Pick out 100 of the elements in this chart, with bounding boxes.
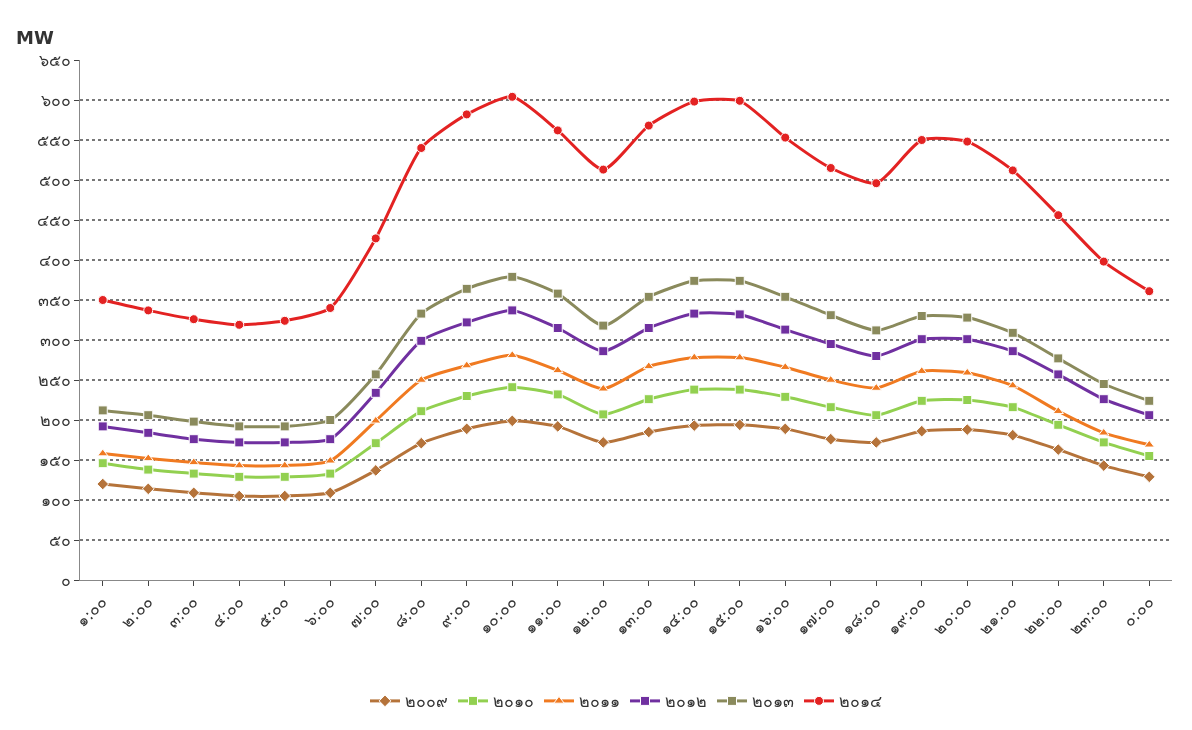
point [325, 415, 336, 425]
point [97, 448, 109, 457]
point [188, 457, 200, 466]
y-tick-label: ๐ [60, 570, 71, 590]
point [689, 96, 700, 107]
point [778, 422, 792, 436]
point [1144, 410, 1155, 421]
point [234, 437, 245, 448]
point [1098, 427, 1110, 436]
point [187, 486, 201, 500]
point [234, 421, 245, 432]
point [1007, 380, 1019, 389]
point [916, 395, 927, 406]
point [1006, 428, 1020, 442]
y-tick-label: ๔๕๐ [36, 210, 71, 230]
point [1098, 437, 1109, 448]
y-tick-label: ๕๕๐ [36, 130, 71, 150]
point [915, 424, 929, 438]
legend-label: ๒๐๑๒ [665, 692, 707, 712]
point [916, 135, 927, 145]
point [598, 164, 609, 175]
y-tick-label: ๕๐๐ [38, 170, 71, 190]
point [643, 394, 654, 405]
point [188, 416, 199, 427]
legend-label: ๒๐๑๓ [752, 692, 794, 712]
point [416, 143, 427, 153]
y-tick-label: ๕๐ [48, 530, 71, 550]
point [1144, 286, 1155, 297]
point [1053, 210, 1064, 221]
point [1053, 353, 1064, 364]
point [689, 384, 700, 395]
point [689, 275, 700, 286]
point [461, 283, 472, 294]
y-tick-label: ๖๐๐ [40, 90, 71, 110]
point [279, 437, 290, 448]
x-tick-label: ๑:๐๐ [72, 592, 112, 631]
point [507, 382, 518, 393]
point [370, 387, 381, 398]
point [1144, 395, 1155, 406]
point [143, 410, 154, 421]
point [871, 325, 882, 336]
point [962, 312, 973, 323]
point [1143, 439, 1155, 448]
point [188, 314, 199, 325]
point [505, 414, 519, 428]
point [461, 109, 472, 120]
point [97, 421, 108, 432]
point [1142, 470, 1156, 484]
y-tick-label: ๒๐๐ [39, 410, 71, 430]
legend-label: ๒๐๑๔ [839, 692, 882, 712]
point [507, 91, 518, 102]
point [961, 367, 973, 376]
point [234, 319, 245, 330]
y-tick-label: ๑๐๐ [40, 490, 71, 510]
point [143, 305, 154, 316]
y-tick-label: ๓๐๐ [39, 330, 71, 350]
point [370, 438, 381, 449]
point [688, 352, 700, 361]
point [416, 335, 427, 346]
point [734, 95, 745, 106]
point [323, 486, 337, 500]
point [596, 436, 610, 449]
point [869, 436, 883, 449]
y-tick-label: ๑๕๐ [38, 450, 71, 470]
point [960, 423, 974, 436]
point [188, 434, 199, 445]
point [325, 303, 336, 313]
point [234, 471, 245, 482]
point [416, 308, 427, 319]
point [598, 409, 609, 420]
point [233, 460, 245, 469]
point [278, 489, 292, 503]
point [1007, 402, 1018, 413]
point [279, 471, 290, 482]
point [370, 369, 381, 380]
point [597, 383, 609, 392]
x-tick-label: ๖:๐๐ [300, 592, 339, 631]
point [1007, 165, 1018, 176]
point [96, 477, 110, 491]
y-tick-label: ๒๕๐ [37, 370, 71, 390]
point [598, 346, 609, 357]
point [643, 120, 654, 131]
point [824, 432, 838, 446]
point [552, 288, 563, 299]
point [687, 419, 701, 432]
point [507, 305, 518, 316]
point [1053, 419, 1064, 430]
point [551, 420, 565, 433]
point [871, 410, 882, 421]
point [325, 468, 336, 479]
point [871, 178, 882, 189]
point [97, 405, 108, 416]
point [143, 464, 154, 475]
point [916, 334, 927, 345]
point [552, 365, 564, 374]
point [825, 339, 836, 349]
point [825, 310, 836, 321]
point [232, 489, 246, 503]
point [552, 323, 563, 333]
point [1144, 451, 1155, 461]
